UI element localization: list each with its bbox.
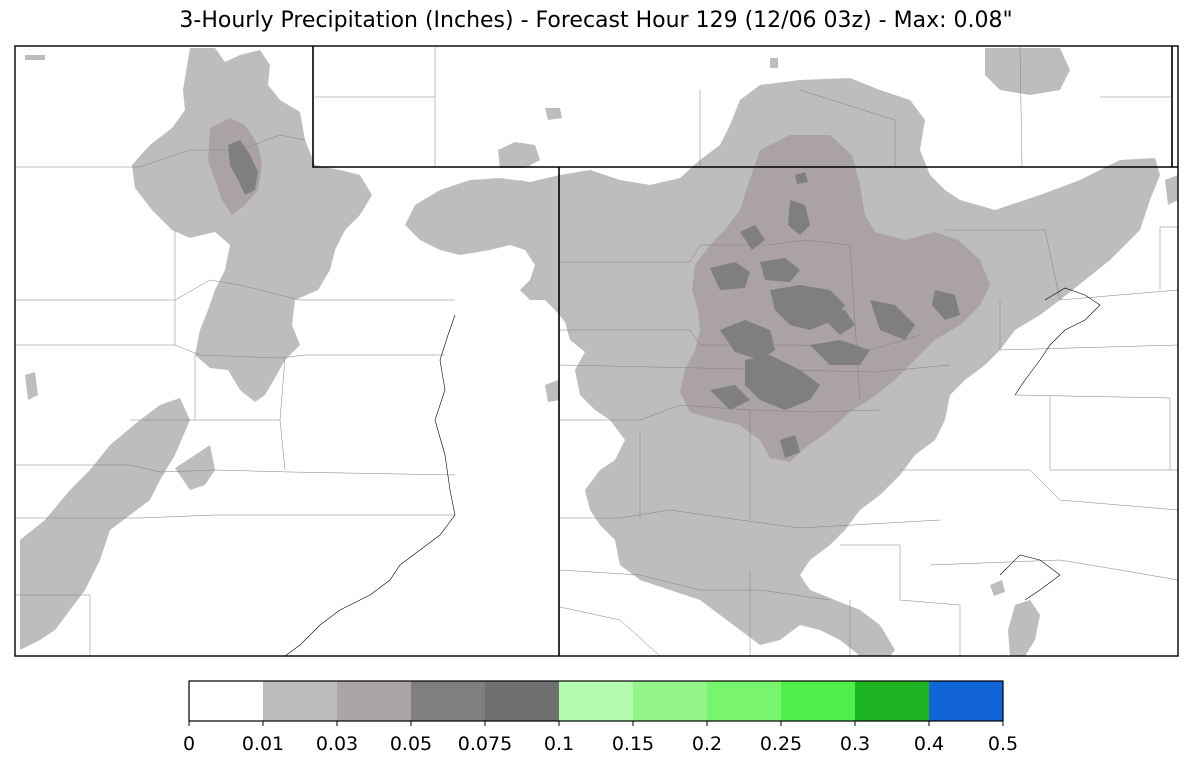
page-title: 3-Hourly Precipitation (Inches) - Foreca…	[179, 8, 1013, 33]
colorbar-tick-label: 0.3	[840, 733, 870, 755]
state-borders	[284, 46, 1178, 656]
colorbar-tick-label: 0.4	[914, 733, 944, 755]
colorbar-bin	[707, 681, 781, 721]
colorbar-tick-label: 0.2	[692, 733, 722, 755]
colorbar-tick-label: 0.075	[458, 733, 512, 755]
colorbar-bin	[485, 681, 559, 721]
map-panel	[15, 46, 1178, 656]
precip-light	[20, 48, 1178, 656]
colorbar-tick-label: 0.05	[390, 733, 432, 755]
colorbar-bin	[263, 681, 337, 721]
colorbar-tick-label: 0.03	[316, 733, 358, 755]
colorbar: 0 0.01 0.03 0.05 0.075 0.1 0.15 0.2 0.25 0.3 0.4 0.…	[183, 680, 1018, 755]
county-borders	[15, 46, 1178, 656]
colorbar-bin	[189, 681, 263, 721]
colorbar-bin	[781, 681, 855, 721]
colorbar-tick-label: 0.01	[242, 733, 284, 755]
colorbar-tick-label: 0.15	[612, 733, 654, 755]
colorbar-tick-label: 0	[183, 733, 195, 755]
map-frame	[14, 45, 1179, 657]
colorbar-bin	[337, 681, 411, 721]
precip-heavy	[228, 140, 960, 458]
colorbar-frame	[188, 680, 1004, 722]
colorbar-tick-label: 0.5	[988, 733, 1018, 755]
colorbar-bin	[929, 681, 1003, 721]
colorbar-tick-label: 0.25	[760, 733, 802, 755]
colorbar-bin	[411, 681, 485, 721]
colorbar-tick-label: 0.1	[544, 733, 574, 755]
colorbar-bin	[633, 681, 707, 721]
colorbar-bin	[855, 681, 929, 721]
colorbar-bin	[559, 681, 633, 721]
